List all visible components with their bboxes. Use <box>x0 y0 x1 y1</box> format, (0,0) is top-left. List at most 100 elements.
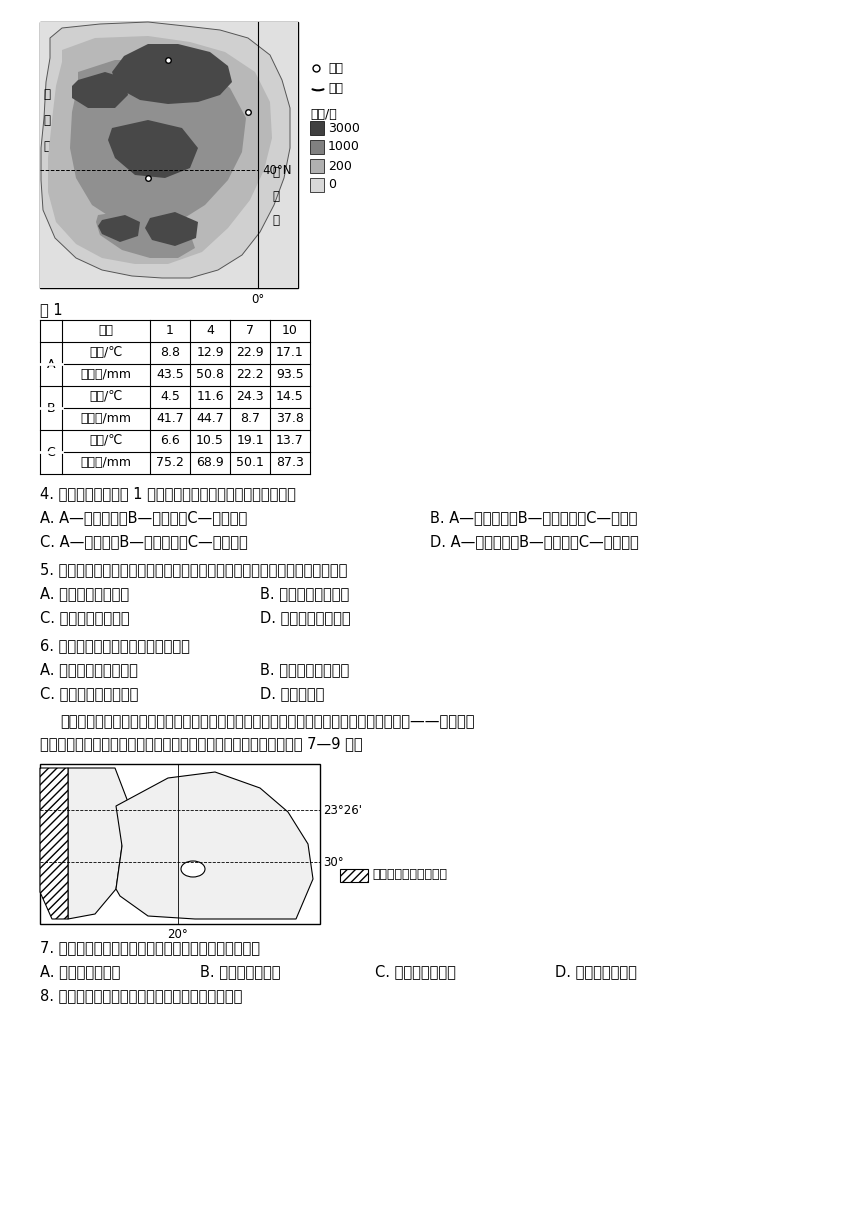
Text: 河流: 河流 <box>328 81 343 95</box>
Text: B. 温带落叶阁叶林带: B. 温带落叶阁叶林带 <box>260 662 349 677</box>
Text: 8. 下列与该海域海产品丰富有关的因素是（　　）: 8. 下列与该海域海产品丰富有关的因素是（ ） <box>40 987 243 1003</box>
Text: 50.1: 50.1 <box>236 456 264 469</box>
Polygon shape <box>96 210 195 258</box>
Text: 24.3: 24.3 <box>237 390 264 404</box>
Polygon shape <box>116 772 313 919</box>
Text: 10: 10 <box>282 325 298 338</box>
Text: 14.5: 14.5 <box>276 390 304 404</box>
Text: 气温/℃: 气温/℃ <box>89 434 123 447</box>
Text: C. 亚热带常维硬叶林带: C. 亚热带常维硬叶林带 <box>40 686 138 700</box>
Text: 11.6: 11.6 <box>196 390 224 404</box>
Bar <box>310 122 324 135</box>
Text: 6. 毕尔巴鄂所在的自然带是（　　）: 6. 毕尔巴鄂所在的自然带是（ ） <box>40 638 190 653</box>
Text: 沙丁鱼和凤尾鱼分布区: 沙丁鱼和凤尾鱼分布区 <box>372 868 447 882</box>
Text: 10.5: 10.5 <box>196 434 224 447</box>
Text: 4: 4 <box>206 325 214 338</box>
Text: 表 1: 表 1 <box>40 302 63 317</box>
Text: 中: 中 <box>273 190 280 203</box>
Text: B. 气候湿润降水多: B. 气候湿润降水多 <box>200 964 280 979</box>
Polygon shape <box>70 60 246 229</box>
Text: 0°: 0° <box>251 293 265 306</box>
Polygon shape <box>68 769 128 919</box>
Text: 比亚: 比亚 <box>81 798 95 811</box>
Text: 22.9: 22.9 <box>237 347 264 360</box>
Text: D. 海拔较高气温低: D. 海拔较高气温低 <box>555 964 637 979</box>
Text: 40°N: 40°N <box>262 163 292 176</box>
Text: C. 受沿岐寒流影响: C. 受沿岐寒流影响 <box>375 964 456 979</box>
Text: 降水量/mm: 降水量/mm <box>81 368 132 382</box>
Text: A. A—毕尔巴鄂，B—马德里，C—巴塞罗那: A. A—毕尔巴鄂，B—马德里，C—巴塞罗那 <box>40 510 248 525</box>
Text: 41.7: 41.7 <box>157 412 184 426</box>
Text: 大: 大 <box>48 817 56 831</box>
Text: 0: 0 <box>328 179 336 191</box>
Text: 海: 海 <box>273 214 280 226</box>
Text: A. 亚热带常维阁叶林带: A. 亚热带常维阁叶林带 <box>40 662 138 677</box>
Text: C. 大气环流地形差异: C. 大气环流地形差异 <box>40 610 130 625</box>
Text: 马德里: 马德里 <box>152 163 173 176</box>
Text: 西: 西 <box>44 114 51 128</box>
Bar <box>40 22 298 288</box>
Text: 30°: 30° <box>323 856 344 868</box>
Text: 20°: 20° <box>168 928 188 941</box>
Text: 印: 印 <box>292 810 299 822</box>
Bar <box>40 22 298 288</box>
Bar <box>310 140 324 154</box>
Text: 13.7: 13.7 <box>276 434 304 447</box>
Polygon shape <box>145 212 198 246</box>
Text: 毕尔巴鄂: 毕尔巴鄂 <box>172 45 200 58</box>
Polygon shape <box>72 72 128 108</box>
Text: 降水量/mm: 降水量/mm <box>81 456 132 469</box>
Polygon shape <box>48 36 272 264</box>
Text: 5. 导致巴塞罗那和毕尔巴鄂、马德里之间气候差异的主要因素分别是（　　）: 5. 导致巴塞罗那和毕尔巴鄂、马德里之间气候差异的主要因素分别是（ ） <box>40 562 347 578</box>
Text: 75.2: 75.2 <box>156 456 184 469</box>
Bar <box>340 869 368 882</box>
Text: 月份: 月份 <box>99 325 114 338</box>
Text: 12.9: 12.9 <box>196 347 224 360</box>
Text: 93.5: 93.5 <box>276 368 304 382</box>
Text: 西: 西 <box>48 835 56 849</box>
Text: C: C <box>46 445 55 458</box>
Polygon shape <box>108 120 198 178</box>
Text: 洋: 洋 <box>292 845 299 858</box>
Bar <box>40 764 320 924</box>
Polygon shape <box>98 215 140 242</box>
Text: 海拔/米: 海拔/米 <box>310 108 337 122</box>
Polygon shape <box>40 769 68 919</box>
Text: 度: 度 <box>292 828 299 840</box>
Text: 南非企鹅分布于非洲南部的南非和纳米比亚沿岐海域及其附近岛屿，附近海域丰富的海产品——沙丁鱼和: 南非企鹅分布于非洲南部的南非和纳米比亚沿岐海域及其附近岛屿，附近海域丰富的海产品… <box>60 714 475 730</box>
Text: 降水量/mm: 降水量/mm <box>81 412 132 426</box>
Text: 纳米: 纳米 <box>81 786 95 799</box>
Text: 50.8: 50.8 <box>196 368 224 382</box>
Text: 大: 大 <box>44 89 51 101</box>
Text: 19.1: 19.1 <box>237 434 264 447</box>
Text: 3000: 3000 <box>328 122 359 135</box>
Text: 气温/℃: 气温/℃ <box>89 347 123 360</box>
Text: A: A <box>46 358 55 371</box>
Bar <box>310 178 324 192</box>
Text: 巴塞罗那: 巴塞罗那 <box>235 98 263 111</box>
Text: 1: 1 <box>166 325 174 338</box>
Text: 200: 200 <box>328 159 352 173</box>
Text: 23°26': 23°26' <box>323 804 362 816</box>
Text: 1000: 1000 <box>328 141 359 153</box>
Text: 68.9: 68.9 <box>196 456 224 469</box>
Text: B. A—毕尔巴鄂，B—巴塞罗那，C—马德里: B. A—毕尔巴鄂，B—巴塞罗那，C—马德里 <box>430 510 637 525</box>
Text: 43.5: 43.5 <box>157 368 184 382</box>
Ellipse shape <box>181 861 205 877</box>
Polygon shape <box>112 44 232 105</box>
Text: B. 海陆位置洋流分布: B. 海陆位置洋流分布 <box>260 586 349 601</box>
Text: 8.7: 8.7 <box>240 412 260 426</box>
Text: D. 温带草原带: D. 温带草原带 <box>260 686 324 700</box>
Text: 气温/℃: 气温/℃ <box>89 390 123 404</box>
Text: 凤尾鱼（如图）给企鹅提供了充足的营养，沿岐海雾浓重。据此完成 7—9 题。: 凤尾鱼（如图）给企鹅提供了充足的营养，沿岐海雾浓重。据此完成 7—9 题。 <box>40 736 363 751</box>
Text: 22.2: 22.2 <box>237 368 264 382</box>
Bar <box>310 159 324 173</box>
Text: D. 海陆位置大气环流: D. 海陆位置大气环流 <box>260 610 351 625</box>
Text: 8.8: 8.8 <box>160 347 180 360</box>
Text: 4. 图中三个城市和表 1 中气候资料对应关系正确的是（　　）: 4. 图中三个城市和表 1 中气候资料对应关系正确的是（ ） <box>40 486 296 501</box>
Text: 87.3: 87.3 <box>276 456 304 469</box>
Text: 地: 地 <box>273 165 280 179</box>
Text: 17.1: 17.1 <box>276 347 304 360</box>
Text: A. 临近海洋温差小: A. 临近海洋温差小 <box>40 964 120 979</box>
Text: 7: 7 <box>246 325 254 338</box>
